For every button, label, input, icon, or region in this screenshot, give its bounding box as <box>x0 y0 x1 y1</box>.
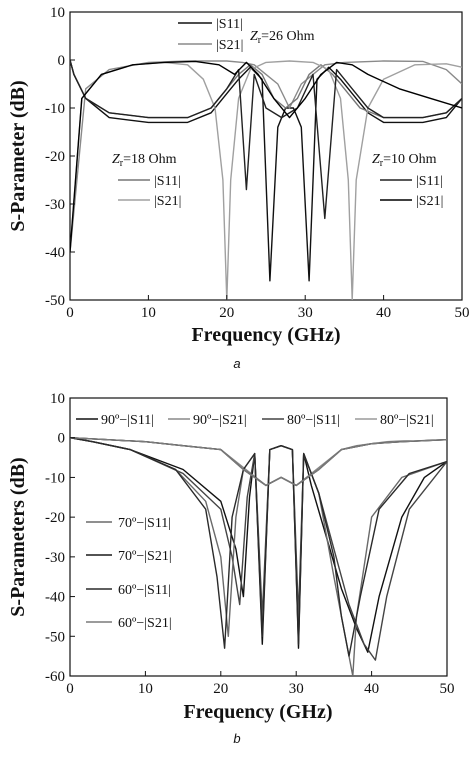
chart-a-series-line-1 <box>70 60 462 253</box>
chart-b-ytick-label-7: -60 <box>45 669 65 685</box>
chart-a: 0 10 20 30 40 50 10 0 -10 -20 -30 -40 -50 Frequency … <box>7 5 470 371</box>
chart-b-ytick-label-3: -20 <box>45 510 65 526</box>
chart-b-xtick-label-3: 30 <box>289 681 304 697</box>
chart-a-xtick-label-5: 50 <box>455 305 470 321</box>
chart-a-ylabel: S-Parameter (dB) <box>7 80 29 231</box>
chart-a-ytick-label-0: 10 <box>50 5 65 21</box>
legend-a-z26-s21-label: |S21| <box>216 38 243 53</box>
legend-a-z18-s11-label: |S11| <box>154 174 181 189</box>
chart-b-series-line-5 <box>70 437 447 487</box>
chart-b-xtick-label-2: 20 <box>213 681 228 697</box>
chart-b-ytick-label-5: -40 <box>45 590 65 606</box>
chart-b-xlabel: Frequency (GHz) <box>183 701 332 723</box>
legend-b-90-s11-label: 90º−|S11| <box>101 413 154 428</box>
legend-b-70-s11-label: 70º−|S11| <box>118 516 171 531</box>
chart-b-series-line-6 <box>70 437 447 657</box>
chart-b-series-line-1 <box>70 437 447 487</box>
chart-a-ytick-label-4: -30 <box>45 197 65 213</box>
chart-b-ylabel: S-Parameters (dB) <box>7 457 29 616</box>
chart-a-xtick-label-2: 20 <box>219 305 234 321</box>
legend-a-z10-s11-label: |S11| <box>416 174 443 189</box>
chart-b-series-line-3 <box>70 437 447 487</box>
caption-a: a <box>233 356 240 371</box>
chart-a-series-line-2 <box>70 59 462 119</box>
chart-b-series <box>70 437 447 676</box>
chart-a-ytick-label-3: -20 <box>45 149 65 165</box>
chart-a-ytick-label-6: -50 <box>45 293 65 309</box>
chart-a-series-line-4 <box>70 59 462 220</box>
annotation-a-z10: Zr=10 Ohm <box>372 152 437 169</box>
chart-a-ticks: 0 10 20 30 40 50 10 0 -10 -20 -30 -40 -50 <box>45 5 470 321</box>
chart-a-ytick-label-2: -10 <box>45 101 65 117</box>
chart-b: 0 10 20 30 40 50 10 0 -10 -20 -30 -40 -50 -60 Frequen… <box>7 391 455 746</box>
chart-b-xtick-label-4: 40 <box>364 681 379 697</box>
chart-b-ytick-label-2: -10 <box>45 470 65 486</box>
chart-a-xtick-label-0: 0 <box>66 305 74 321</box>
legend-b-90-s21-label: 90º−|S21| <box>193 413 247 428</box>
legend-a-z10-s21-label: |S21| <box>416 194 443 209</box>
chart-b-xtick-label-1: 10 <box>138 681 153 697</box>
chart-b-ytick-label-6: -50 <box>45 629 65 645</box>
chart-a-series <box>70 59 462 300</box>
chart-a-series-line-5 <box>70 60 462 253</box>
chart-a-xlabel: Frequency (GHz) <box>191 324 340 346</box>
legend-b-70-s21-label: 70º−|S21| <box>118 549 172 564</box>
legend-a-z18-s21-label: |S21| <box>154 194 181 209</box>
chart-b-xtick-label-0: 0 <box>66 681 74 697</box>
chart-a-series-line-0 <box>70 59 462 282</box>
chart-a-xtick-label-3: 30 <box>298 305 313 321</box>
chart-a-xtick-label-1: 10 <box>141 305 156 321</box>
legend-b-80-s11-label: 80º−|S11| <box>287 413 340 428</box>
chart-a-ytick-label-1: 0 <box>58 53 66 69</box>
caption-b: b <box>233 731 240 746</box>
chart-b-xtick-label-5: 50 <box>440 681 455 697</box>
annotation-a-z18: Zr=18 Ohm <box>112 152 177 169</box>
legend-b-60-s11-label: 60º−|S11| <box>118 583 171 598</box>
legend-a-z26-s11-label: |S11| <box>216 17 243 32</box>
legend-b-60-s21-label: 60º−|S21| <box>118 616 172 631</box>
chart-b-plot-frame <box>69 397 448 677</box>
chart-b-ytick-label-4: -30 <box>45 550 65 566</box>
chart-a-ytick-label-5: -40 <box>45 245 65 261</box>
chart-b-ticks: 0 10 20 30 40 50 10 0 -10 -20 -30 -40 -50 -60 <box>45 391 455 697</box>
chart-b-ytick-label-1: 0 <box>58 431 66 447</box>
annotation-a-z26: Zr=26 Ohm <box>250 29 315 46</box>
chart-a-xtick-label-4: 40 <box>376 305 391 321</box>
chart-b-ytick-label-0: 10 <box>50 391 65 407</box>
legend-b-80-s21-label: 80º−|S21| <box>380 413 434 428</box>
chart-b-series-line-7 <box>70 437 447 487</box>
